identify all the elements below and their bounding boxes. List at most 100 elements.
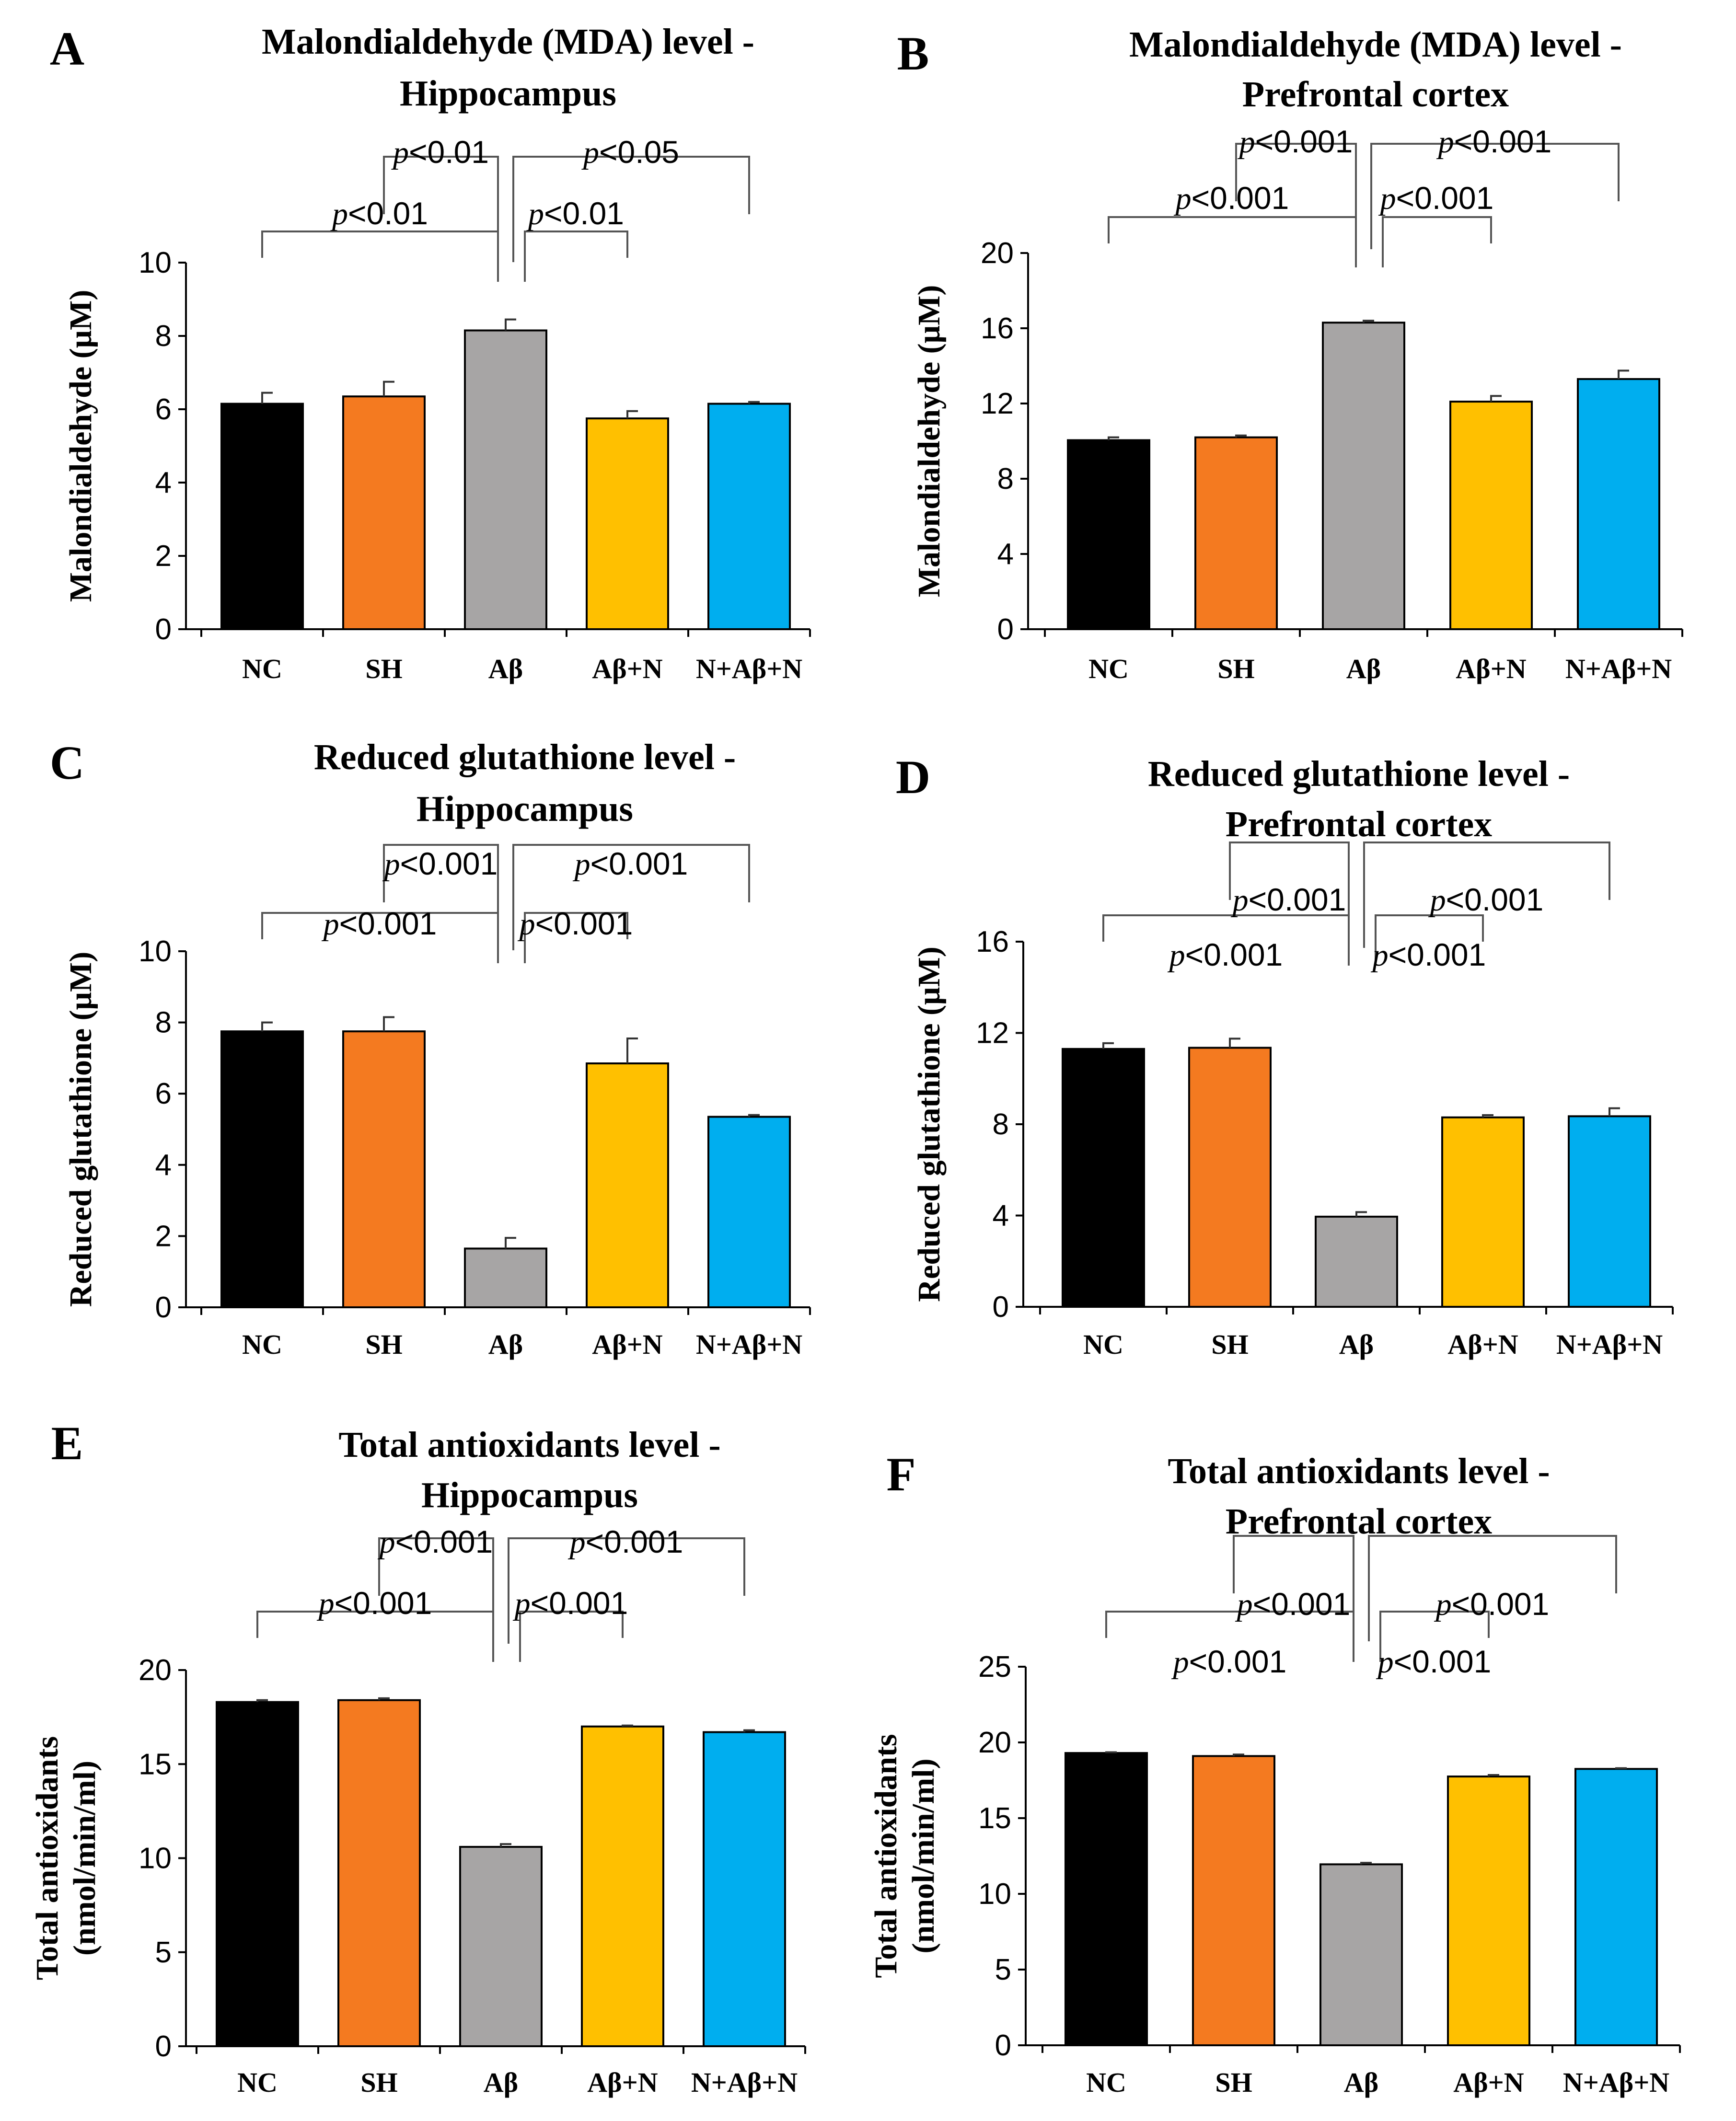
y-axis-label: Total antioxidants xyxy=(868,1734,903,1978)
y-tick-label: 15 xyxy=(978,1802,1011,1835)
x-tick-label: Aβ xyxy=(488,653,523,684)
chart-title-line: Malondialdehyde (MDA) level - xyxy=(1129,24,1622,65)
bar-Aβ xyxy=(1315,1215,1398,1308)
bar-SH xyxy=(1194,436,1278,631)
y-tick-label: 10 xyxy=(139,246,172,279)
significance-bracket xyxy=(519,1611,624,1662)
y-tick-label: 8 xyxy=(155,320,172,353)
p-symbol: p xyxy=(526,196,544,231)
x-tick-label: SH xyxy=(360,2067,397,2098)
chart-title-line: Malondialdehyde (MDA) level - xyxy=(262,22,754,62)
bar-Aβ xyxy=(1322,322,1405,630)
bar-SH xyxy=(1188,1047,1272,1308)
y-tick-label: 4 xyxy=(155,1149,172,1182)
y-tick-label: 15 xyxy=(139,1748,172,1781)
p-threshold: <0.001 xyxy=(1253,1586,1351,1622)
x-tick-label: Aβ xyxy=(1339,1329,1374,1360)
significance-label: p<0.001 xyxy=(1168,937,1283,973)
y-tick-label: 20 xyxy=(139,1654,172,1687)
p-threshold: <0.001 xyxy=(400,846,498,881)
bar-Aβ xyxy=(459,1845,543,2047)
y-tick-label: 0 xyxy=(995,2029,1011,2062)
panel-letter: C xyxy=(50,736,84,789)
chart-title-line: Hippocampus xyxy=(421,1475,638,1515)
p-symbol: p xyxy=(330,196,348,231)
bar-Aβ+N xyxy=(586,1062,669,1308)
p-threshold: <0.001 xyxy=(1454,124,1552,159)
y-tick-label: 10 xyxy=(978,1878,1011,1911)
panel-d: D Reduced glutathione level - Prefrontal c… xyxy=(896,750,1674,1360)
p-symbol: p xyxy=(573,847,590,882)
x-tick-label: Aβ xyxy=(1344,2067,1378,2098)
p-symbol: p xyxy=(1235,1587,1253,1622)
p-symbol: p xyxy=(1231,883,1249,918)
chart-title-line: Total antioxidants level - xyxy=(1168,1451,1550,1491)
significance-label: p<0.05 xyxy=(581,134,679,170)
significance-bracket xyxy=(1382,216,1492,267)
p-threshold: <0.01 xyxy=(409,134,489,170)
p-threshold: <0.01 xyxy=(544,196,624,231)
panel-c: C Reduced glutathione level - Hippocampus R… xyxy=(50,736,811,1360)
significance-label: p<0.01 xyxy=(391,134,489,170)
significance-label: p<0.01 xyxy=(526,196,624,231)
x-tick-label: NC xyxy=(1086,2067,1126,2098)
significance-label: p<0.001 xyxy=(1371,937,1486,973)
panel-letter: B xyxy=(897,27,929,80)
significance-bracket xyxy=(383,844,499,950)
bar-N+Aβ+N xyxy=(1577,378,1660,630)
x-tick-label: Aβ+N xyxy=(1453,2067,1524,2098)
p-symbol: p xyxy=(581,135,599,170)
significance-label: p<0.001 xyxy=(1436,124,1552,160)
bar-NC xyxy=(1067,439,1150,630)
p-symbol: p xyxy=(1174,181,1192,216)
p-symbol: p xyxy=(1378,181,1396,216)
p-threshold: <0.001 xyxy=(535,906,633,941)
significance-bracket xyxy=(1233,1535,1354,1641)
significance-label: p<0.001 xyxy=(322,906,437,942)
bar-NC xyxy=(220,1030,304,1309)
significance-label: p<0.001 xyxy=(382,846,498,882)
significance-bracket xyxy=(524,912,628,963)
chart-title-line: Prefrontal cortex xyxy=(1226,804,1492,844)
y-tick-label: 8 xyxy=(993,1108,1009,1141)
bar-N+Aβ+N xyxy=(1568,1115,1651,1308)
significance-bracket xyxy=(383,156,499,262)
chart-title-line: Total antioxidants level - xyxy=(338,1425,720,1465)
y-tick-label: 12 xyxy=(981,387,1014,420)
bar-Aβ+N xyxy=(581,1725,664,2047)
p-symbol: p xyxy=(317,1586,335,1621)
significance-label: p<0.001 xyxy=(1378,180,1494,216)
chart-title-line: Hippocampus xyxy=(417,789,633,829)
x-tick-label: Aβ xyxy=(1346,653,1381,684)
y-axis-label: Malondialdehyde (μM) xyxy=(912,285,947,598)
p-symbol: p xyxy=(1238,125,1255,160)
y-axis-label: Total antioxidants xyxy=(30,1736,65,1980)
bar-Aβ+N xyxy=(1441,1116,1525,1308)
x-tick-label: SH xyxy=(1217,653,1254,684)
p-threshold: <0.001 xyxy=(339,906,437,941)
significance-bracket xyxy=(1370,143,1620,249)
bar-Aβ+N xyxy=(1449,401,1533,630)
p-symbol: p xyxy=(1371,938,1389,973)
y-tick-label: 0 xyxy=(993,1291,1009,1324)
x-tick-label: N+Aβ+N xyxy=(696,653,802,684)
significance-bracket xyxy=(1368,1535,1617,1641)
p-threshold: <0.001 xyxy=(1452,1586,1550,1622)
y-tick-label: 5 xyxy=(155,1936,172,1969)
bar-Aβ xyxy=(1319,1863,1403,2046)
significance-label: p<0.001 xyxy=(573,846,688,882)
bar-Aβ xyxy=(464,1247,547,1309)
significance-bracket xyxy=(1235,143,1357,249)
significance-label: p<0.001 xyxy=(1235,1586,1351,1622)
y-tick-label: 4 xyxy=(997,538,1014,571)
bar-Aβ xyxy=(464,329,547,630)
panel-a: A Malondialdehyde (MDA) level - Hippocampu… xyxy=(50,22,811,684)
bar-Aβ+N xyxy=(586,417,669,630)
significance-bracket xyxy=(1108,216,1357,267)
y-tick-label: 4 xyxy=(993,1199,1009,1233)
x-tick-label: SH xyxy=(365,1329,402,1360)
p-symbol: p xyxy=(513,1586,531,1621)
y-tick-label: 8 xyxy=(997,462,1014,496)
y-tick-label: 6 xyxy=(155,1077,172,1110)
p-threshold: <0.001 xyxy=(1255,124,1353,159)
